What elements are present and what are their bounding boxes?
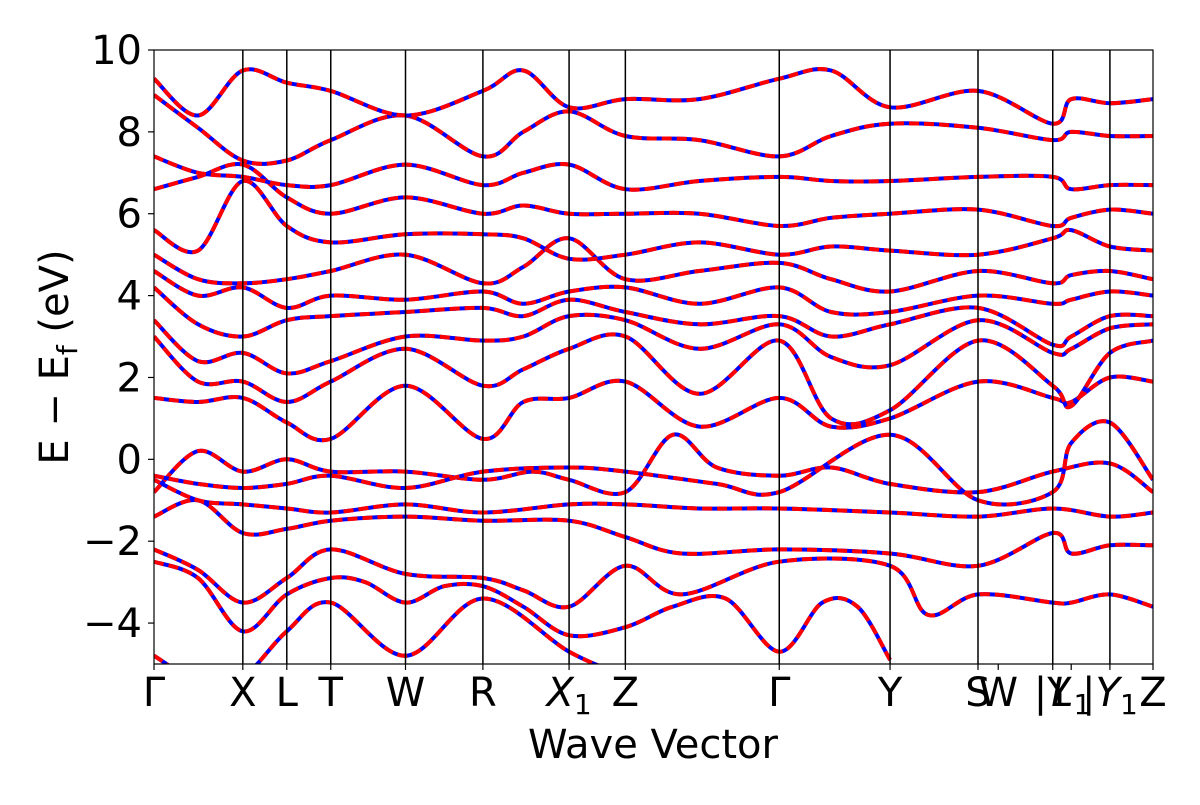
band-line-red-14: [154, 161, 1153, 229]
band-line-red-12: [154, 236, 1153, 294]
band-line-blue-5: [154, 432, 1153, 496]
x-tick-label: Z: [1139, 670, 1166, 716]
y-tick-label: 6: [117, 192, 142, 238]
x-axis-label: Wave Vector: [528, 722, 779, 768]
x-tick-label: Z: [612, 670, 639, 716]
band-line-red-15: [154, 154, 1153, 192]
band-line-red-6: [154, 419, 1153, 507]
y-tick-label: −2: [83, 519, 142, 565]
y-tick-label: 2: [117, 355, 142, 401]
x-tick-label: T: [318, 670, 344, 716]
band-line-blue-14: [154, 161, 1153, 229]
band-line-red-2: [154, 547, 1153, 618]
band-line-red-9: [154, 312, 1153, 376]
band-line-red-4: [154, 477, 1153, 519]
x-tick-label: |Y: [1034, 670, 1072, 716]
y-axis-label-main: E − E: [32, 355, 78, 465]
band-line-red-11: [154, 269, 1153, 317]
band-line-red-0: [154, 596, 600, 664]
band-line-red-8: [154, 332, 1153, 427]
y-axis-ticks: −4 −2 0 2 4 6 8 10: [83, 28, 154, 647]
x-tick-label: X: [229, 670, 256, 716]
y-axis-label-sub: f: [51, 344, 84, 355]
x-axis-ticks: Γ X L T W R X1 Z Γ Y SW |YL1|Y1 Z: [143, 664, 1167, 721]
x-tick-label: R: [469, 670, 497, 716]
band-line-red-10: [154, 285, 1153, 349]
x-tick-label: W: [386, 670, 426, 716]
band-line-red-7: [154, 374, 1153, 443]
x-tick-label: |Y1: [1082, 670, 1138, 721]
band-line-red-1: [154, 559, 892, 661]
x-tick-label: Y: [877, 670, 903, 716]
band-line-blue-7: [154, 374, 1153, 443]
band-lines: [154, 67, 1153, 664]
x-tick-label: L1: [1051, 670, 1091, 721]
y-tick-label: 8: [117, 110, 142, 156]
plot-frame: [153, 49, 1154, 665]
band-line-blue-12: [154, 236, 1153, 294]
y-tick-label: 4: [117, 274, 142, 320]
x-tick-label: S: [965, 670, 990, 716]
band-line-red-3: [154, 498, 1153, 569]
y-tick-label: 10: [91, 28, 142, 74]
x-tick-label: W: [978, 670, 1018, 716]
x-tick-label: X1: [544, 670, 591, 721]
y-tick-label: −4: [83, 601, 142, 647]
kpoint-divider-lines: [242, 50, 1111, 664]
x-tick-label: L: [276, 670, 299, 716]
band-line-red-13: [154, 178, 1153, 262]
band-line-red-16: [154, 93, 1153, 166]
y-axis-label: E − Ef (eV): [32, 249, 84, 464]
band-line-blue-17: [154, 67, 1153, 126]
x-tick-label: Γ: [768, 670, 791, 716]
band-line-red-17: [154, 67, 1153, 126]
y-tick-label: 0: [117, 437, 142, 483]
y-axis-label-unit: (eV): [32, 249, 78, 345]
x-tick-label: Γ: [143, 670, 166, 716]
